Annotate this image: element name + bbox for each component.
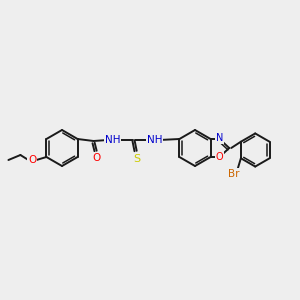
Text: Br: Br	[228, 169, 240, 179]
Text: S: S	[133, 154, 140, 164]
Text: NH: NH	[105, 135, 120, 145]
Text: O: O	[28, 155, 37, 165]
Text: N: N	[216, 133, 223, 143]
Text: NH: NH	[147, 135, 162, 145]
Text: O: O	[216, 152, 223, 162]
Text: O: O	[92, 153, 101, 163]
